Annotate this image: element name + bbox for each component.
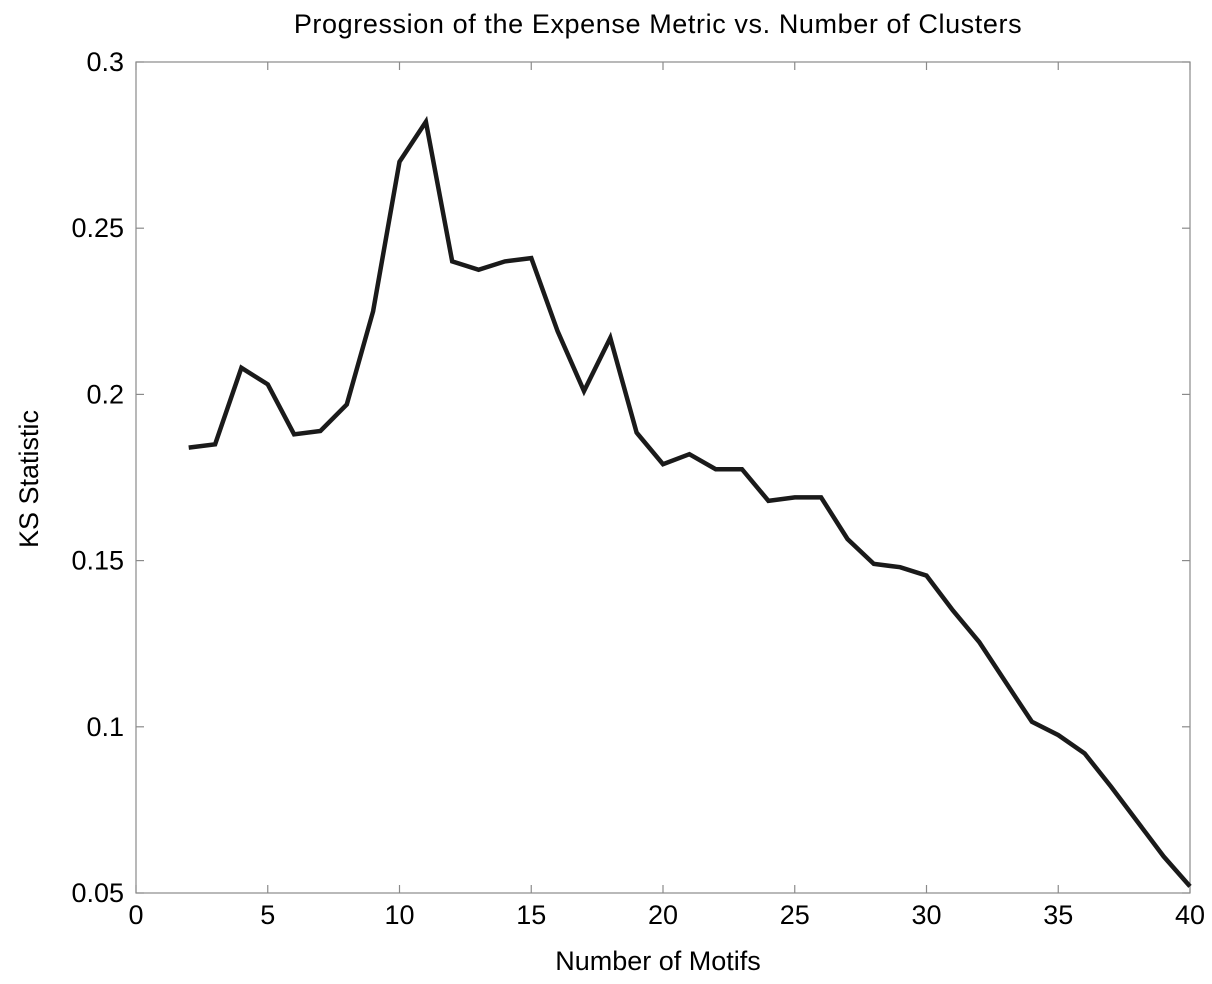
data-point bbox=[661, 462, 665, 466]
data-point bbox=[1135, 819, 1139, 823]
y-axis-tick-labels: 0.05 0.1 0.15 0.2 0.25 0.3 bbox=[71, 47, 124, 908]
data-point bbox=[819, 495, 823, 499]
x-tick-label: 5 bbox=[260, 900, 275, 930]
data-point bbox=[740, 467, 744, 471]
y-tick-label: 0.15 bbox=[71, 546, 124, 576]
y-tick-label: 0.3 bbox=[86, 47, 124, 77]
data-point bbox=[292, 432, 296, 436]
data-point bbox=[503, 259, 507, 263]
data-point bbox=[529, 256, 533, 260]
y-tick-label: 0.1 bbox=[86, 712, 124, 742]
data-point bbox=[582, 389, 586, 393]
data-point bbox=[1056, 733, 1060, 737]
y-tick-label: 0.25 bbox=[71, 213, 124, 243]
data-point bbox=[898, 565, 902, 569]
data-point bbox=[213, 442, 217, 446]
x-tick-label: 20 bbox=[648, 900, 678, 930]
data-point bbox=[608, 336, 612, 340]
x-tick-label: 35 bbox=[1043, 900, 1073, 930]
data-point bbox=[450, 259, 454, 263]
series-layer bbox=[187, 115, 1192, 888]
plot-area-frame bbox=[135, 61, 1191, 894]
data-point bbox=[1109, 784, 1113, 788]
data-point bbox=[476, 268, 480, 272]
data-point bbox=[687, 452, 691, 456]
data-point bbox=[1030, 720, 1034, 724]
x-tick-label: 0 bbox=[128, 900, 143, 930]
data-point bbox=[318, 429, 322, 433]
chart-title: Progression of the Expense Metric vs. Nu… bbox=[294, 9, 1022, 39]
data-point bbox=[872, 562, 876, 566]
y-tick-label: 0.2 bbox=[86, 379, 124, 409]
data-point bbox=[714, 467, 718, 471]
data-point bbox=[187, 445, 191, 449]
data-point bbox=[345, 402, 349, 406]
x-tick-label: 25 bbox=[780, 900, 810, 930]
data-point bbox=[1188, 884, 1192, 888]
data-point bbox=[555, 329, 559, 333]
x-axis-label: Number of Motifs bbox=[555, 946, 761, 976]
x-tick-label: 10 bbox=[384, 900, 414, 930]
x-tick-label: 15 bbox=[516, 900, 546, 930]
x-tick-label: 30 bbox=[911, 900, 941, 930]
data-point bbox=[239, 366, 243, 370]
data-point bbox=[266, 382, 270, 386]
data-point bbox=[793, 495, 797, 499]
data-point bbox=[977, 640, 981, 644]
data-point bbox=[951, 608, 955, 612]
data-point bbox=[766, 499, 770, 503]
data-point bbox=[1082, 751, 1086, 755]
data-point bbox=[845, 537, 849, 541]
y-tick-label: 0.05 bbox=[71, 878, 124, 908]
data-point bbox=[1003, 680, 1007, 684]
tick-marks bbox=[135, 61, 1191, 894]
data-point bbox=[397, 160, 401, 164]
data-point bbox=[634, 430, 638, 434]
series-line bbox=[188, 115, 1192, 888]
y-axis-label: KS Statistic bbox=[14, 410, 44, 548]
x-axis-tick-labels: 0 5 10 15 20 25 30 35 40 bbox=[128, 900, 1205, 930]
data-point bbox=[924, 573, 928, 577]
data-point bbox=[371, 309, 375, 313]
x-tick-label: 40 bbox=[1175, 900, 1205, 930]
data-point bbox=[1161, 854, 1165, 858]
data-point bbox=[424, 120, 428, 124]
